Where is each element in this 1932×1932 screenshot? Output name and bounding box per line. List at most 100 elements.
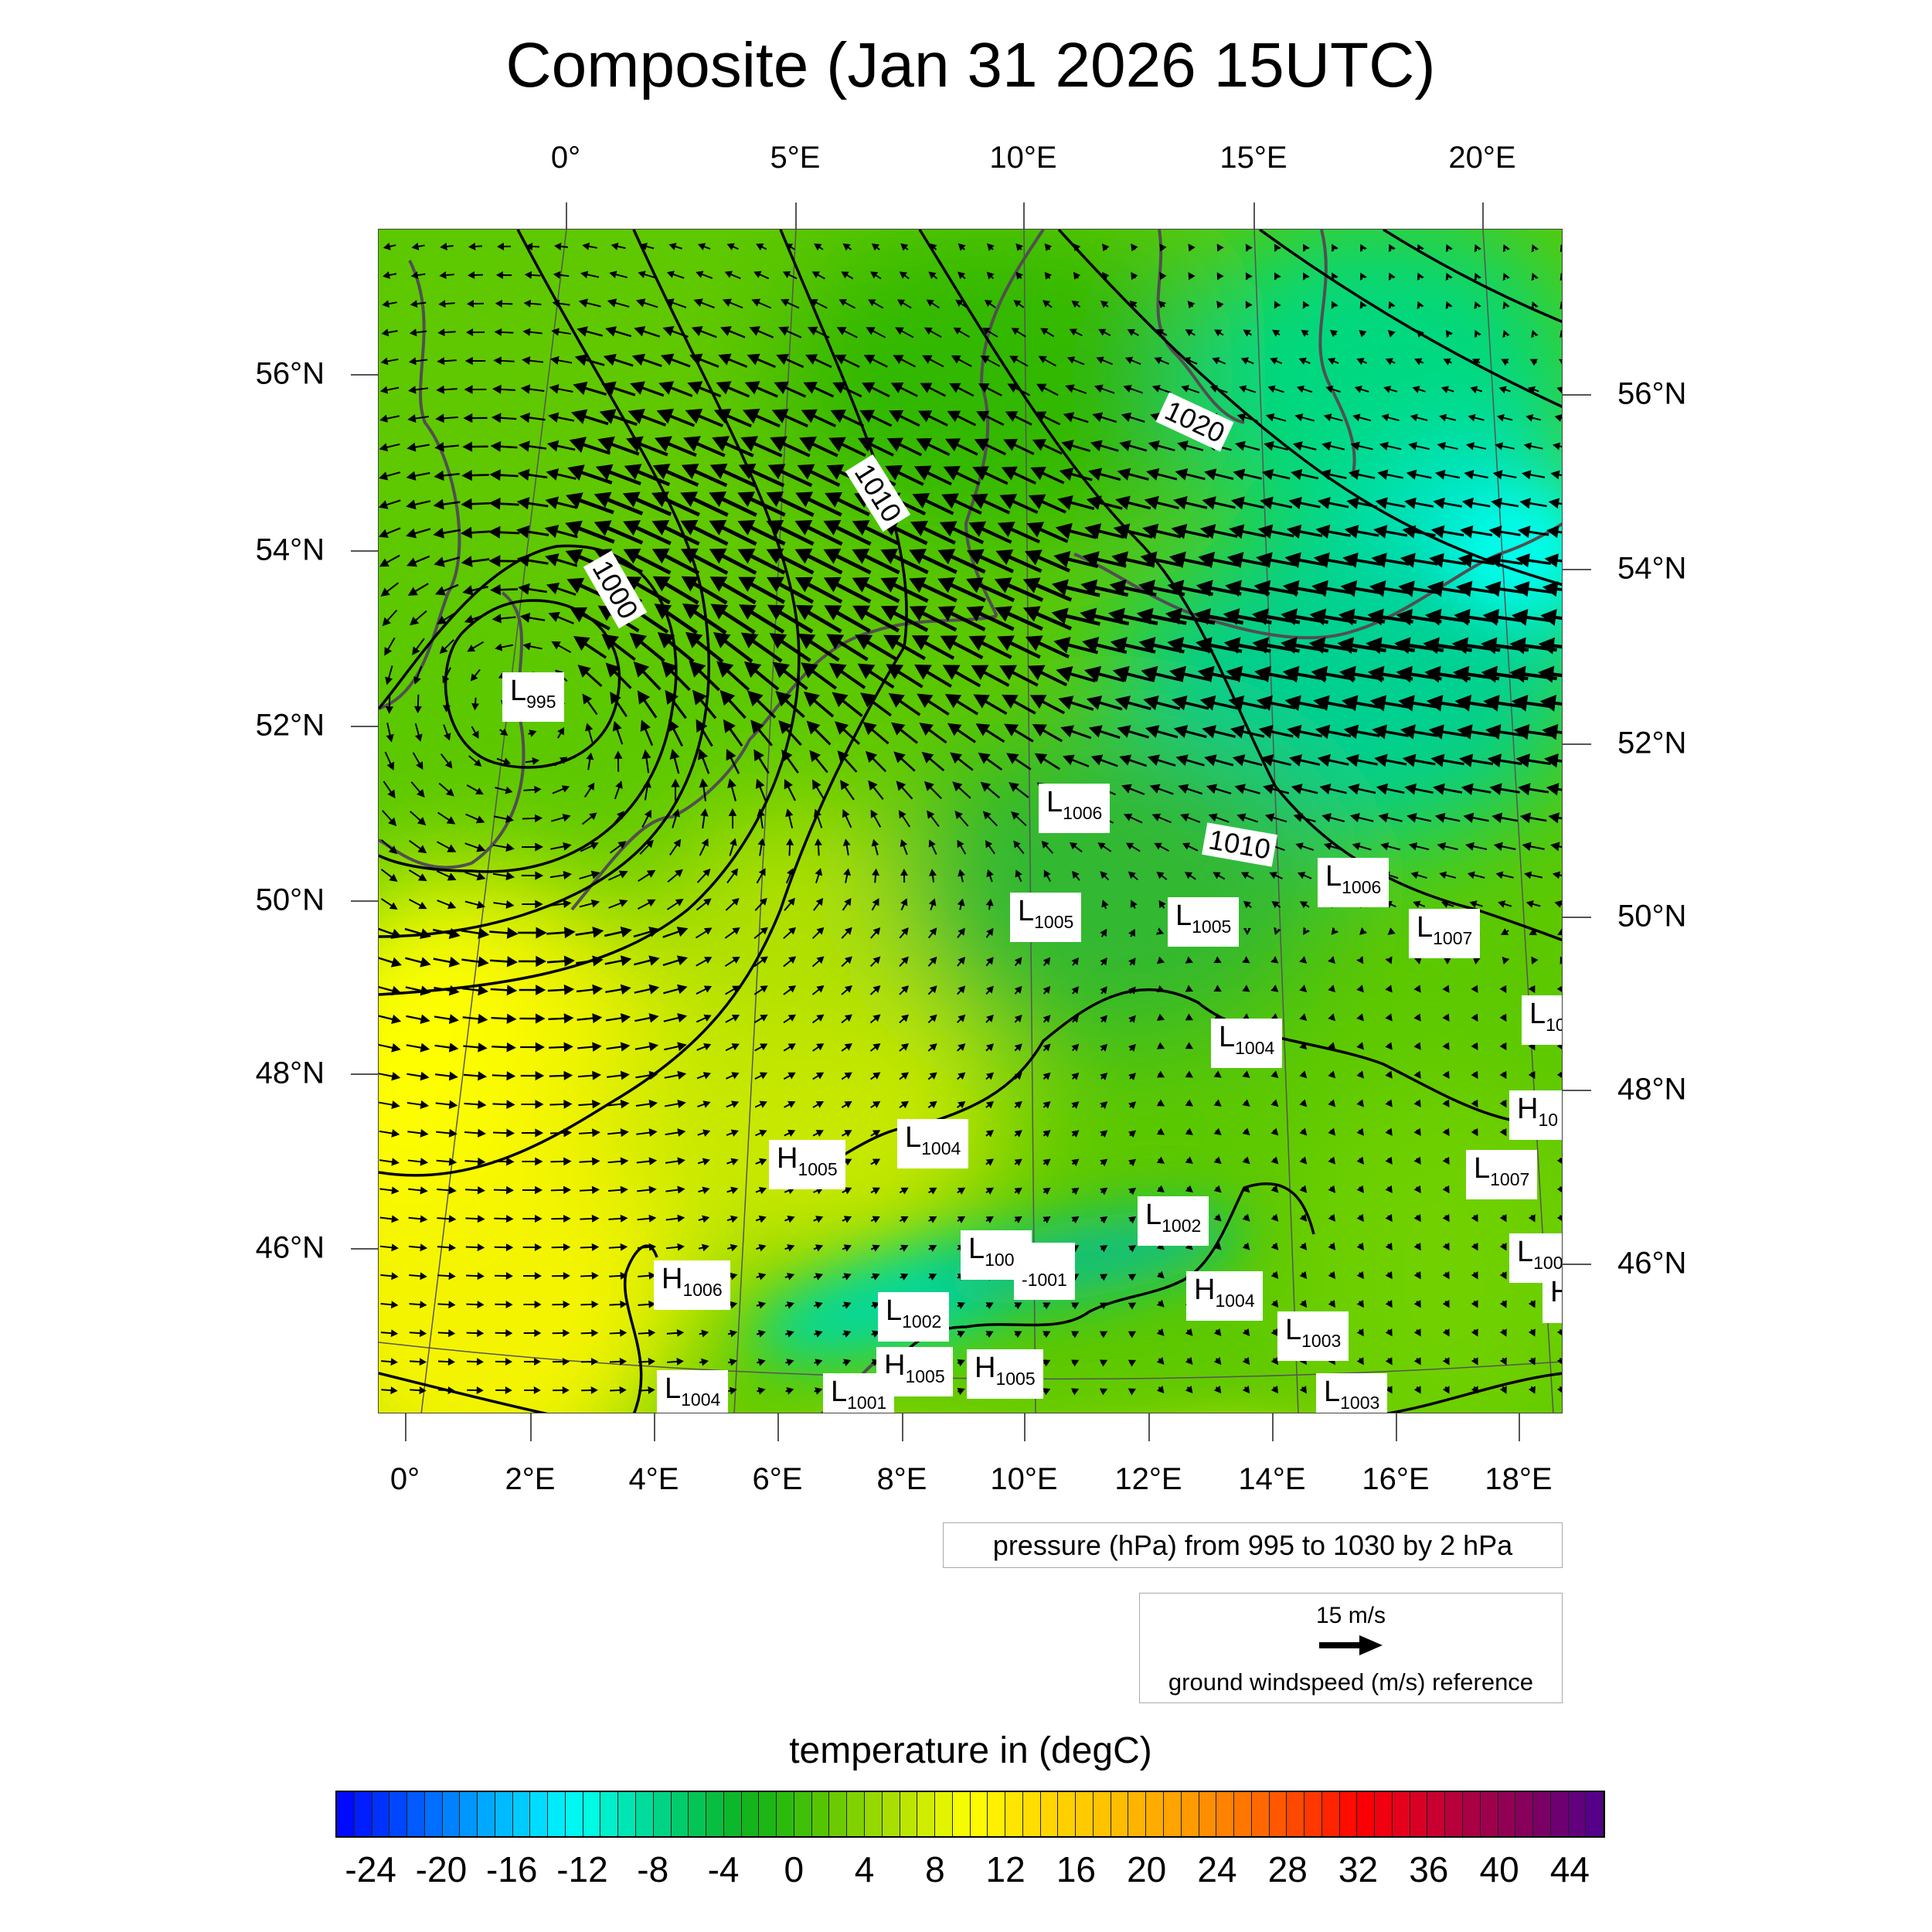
wind-arrow bbox=[781, 298, 800, 309]
wind-arrow bbox=[1001, 466, 1036, 485]
wind-arrow bbox=[1216, 301, 1224, 309]
wind-arrow bbox=[841, 1072, 852, 1080]
wind-arrow bbox=[1385, 1270, 1393, 1280]
pressure-center-label: H1004 bbox=[1186, 1271, 1263, 1321]
wind-arrow bbox=[465, 813, 485, 824]
wind-arrow bbox=[1442, 1013, 1450, 1022]
wind-arrow bbox=[1398, 695, 1440, 712]
wind-arrow bbox=[665, 298, 687, 308]
wind-arrow bbox=[724, 956, 740, 968]
map-panel[interactable]: 1020 1010 1000 1010 L995 L1006 L1006 L10… bbox=[378, 229, 1563, 1413]
wind-arrow bbox=[957, 271, 966, 280]
wind-arrow bbox=[470, 668, 481, 682]
wind-arrow bbox=[1242, 985, 1250, 992]
wind-arrow bbox=[921, 751, 945, 772]
wind-arrow bbox=[871, 243, 880, 251]
lon-label-bottom: 16°E bbox=[1362, 1462, 1430, 1496]
wind-arrow bbox=[1100, 1158, 1108, 1167]
wind-arrow bbox=[811, 1014, 825, 1024]
wind-arrow bbox=[1356, 1070, 1364, 1079]
wind-arrow bbox=[464, 900, 486, 910]
tick-mark bbox=[1023, 202, 1025, 229]
wind-arrow bbox=[917, 410, 948, 427]
wind-arrow bbox=[1128, 1101, 1137, 1110]
wind-arrow bbox=[743, 661, 780, 691]
lon-label-bottom: 2°E bbox=[505, 1462, 556, 1496]
wind-arrow bbox=[1110, 637, 1156, 654]
wind-arrow bbox=[641, 809, 651, 828]
wind-arrow bbox=[1015, 271, 1023, 280]
colorbar-swatch bbox=[1058, 1792, 1077, 1836]
wind-arrow bbox=[1213, 1128, 1222, 1136]
wind-arrow bbox=[1398, 580, 1440, 597]
wind-arrow bbox=[380, 898, 398, 910]
wind-arrow bbox=[726, 748, 740, 774]
wind-arrow bbox=[614, 750, 623, 772]
wind-arrow bbox=[1311, 665, 1355, 683]
wind-arrow bbox=[1100, 1187, 1108, 1196]
wind-arrow bbox=[1043, 1015, 1051, 1023]
pressure-center-label: L1006 bbox=[1039, 784, 1111, 833]
wind-arrow bbox=[471, 697, 480, 711]
wind-arrow bbox=[1433, 497, 1462, 509]
colorbar-swatch bbox=[1234, 1792, 1252, 1836]
wind-arrow bbox=[794, 519, 843, 546]
wind-arrow bbox=[1284, 695, 1325, 711]
wind-arrow bbox=[1344, 525, 1379, 539]
wind-arrow bbox=[1349, 813, 1374, 823]
wind-arrow bbox=[1065, 384, 1087, 394]
wind-arrow bbox=[634, 326, 661, 338]
wind-arrow bbox=[611, 242, 626, 250]
wind-arrow bbox=[1359, 329, 1367, 338]
wind-arrow bbox=[523, 785, 542, 794]
wind-arrow bbox=[434, 1043, 459, 1053]
wind-arrow bbox=[1356, 1185, 1364, 1193]
wind-arrow bbox=[927, 1043, 937, 1052]
wind-arrow bbox=[409, 898, 427, 910]
colorbar-swatch bbox=[424, 1792, 443, 1836]
wind-arrow bbox=[1528, 1300, 1536, 1308]
wind-arrow bbox=[667, 1357, 684, 1366]
wind-arrow bbox=[880, 549, 929, 574]
wind-arrow bbox=[893, 355, 917, 368]
wind-arrow bbox=[1406, 469, 1432, 480]
wind-arrow bbox=[607, 1099, 630, 1109]
wind-arrow bbox=[605, 662, 632, 689]
wind-arrow bbox=[521, 871, 544, 880]
wind-arrow bbox=[1443, 358, 1452, 366]
wind-arrow bbox=[1471, 358, 1481, 366]
wind-arrow bbox=[957, 1014, 966, 1023]
wind-arrow bbox=[1328, 1099, 1336, 1107]
wind-arrow bbox=[1526, 413, 1541, 422]
wind-arrow bbox=[379, 1215, 400, 1223]
wind-arrow bbox=[1394, 637, 1444, 655]
wind-arrow bbox=[604, 926, 632, 938]
wind-arrow bbox=[1100, 986, 1107, 995]
wind-arrow bbox=[581, 812, 597, 825]
wind-arrow bbox=[1356, 956, 1364, 964]
wind-arrow bbox=[1502, 329, 1510, 338]
wind-arrow bbox=[1412, 386, 1426, 393]
wind-arrow bbox=[626, 436, 668, 457]
wind-arrow bbox=[920, 383, 947, 397]
wind-arrow bbox=[1292, 440, 1317, 451]
wind-arrow bbox=[1234, 784, 1260, 794]
wind-arrow bbox=[929, 869, 937, 883]
wind-arrow bbox=[784, 1330, 794, 1338]
wind-arrow bbox=[1299, 1270, 1308, 1280]
wind-arrow bbox=[1430, 525, 1464, 539]
wind-arrow bbox=[609, 1357, 628, 1366]
wind-arrow bbox=[852, 548, 900, 575]
colorbar-swatch bbox=[759, 1792, 777, 1836]
wind-arrow bbox=[406, 1014, 430, 1024]
colorbar-tick-label: 40 bbox=[1479, 1849, 1519, 1889]
wind-arrow bbox=[1071, 1043, 1080, 1052]
wind-arrow bbox=[493, 1185, 515, 1195]
wind-arrow bbox=[406, 528, 431, 539]
wind-arrow bbox=[1100, 1245, 1108, 1253]
wind-arrow bbox=[890, 383, 918, 397]
wind-arrow bbox=[1014, 1302, 1022, 1310]
pressure-legend: pressure (hPa) from 995 to 1030 by 2 hPa bbox=[943, 1522, 1563, 1568]
wind-arrow bbox=[1328, 1270, 1335, 1280]
wind-arrow bbox=[1427, 580, 1468, 597]
